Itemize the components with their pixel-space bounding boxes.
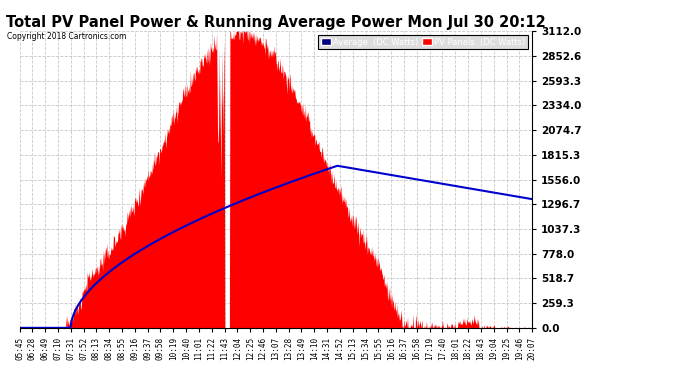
Title: Total PV Panel Power & Running Average Power Mon Jul 30 20:12: Total PV Panel Power & Running Average P… [6, 15, 546, 30]
Text: Copyright 2018 Cartronics.com: Copyright 2018 Cartronics.com [7, 32, 126, 41]
Legend: Average  (DC Watts), PV Panels  (DC Watts): Average (DC Watts), PV Panels (DC Watts) [318, 35, 528, 50]
